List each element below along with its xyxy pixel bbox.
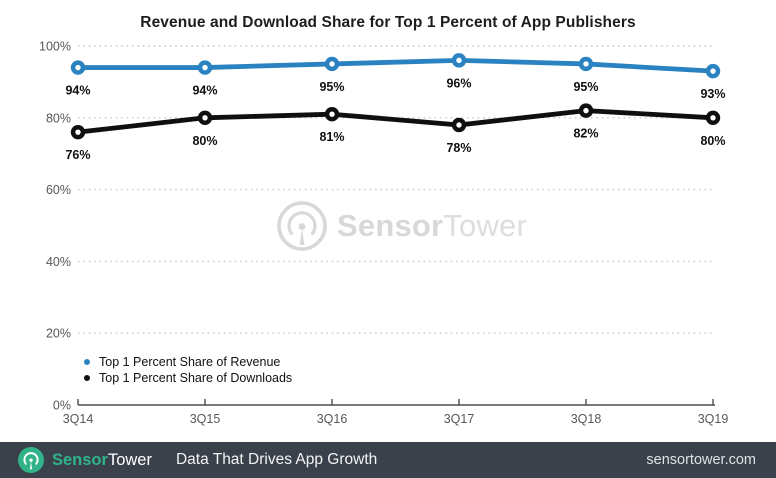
revenue-data-label-3Q14: 94%	[65, 84, 90, 98]
x-axis-label-3Q16: 3Q16	[317, 412, 348, 426]
line-chart: 0% 20% 40% 60% 80% 100% 3Q14 3Q15 3Q16 3Q17 3Q18 3Q…	[39, 40, 729, 427]
y-axis-label-40: 40%	[46, 255, 71, 269]
y-axis-label-100: 100%	[39, 40, 71, 54]
footer-website: sensortower.com	[646, 452, 756, 468]
downloads-point-hole-3Q15	[202, 115, 208, 121]
footer-brand-light: Tower	[107, 450, 152, 469]
downloads-data-label-3Q15: 80%	[192, 134, 217, 148]
legend-item-revenue: Top 1 Percent Share of Revenue	[84, 354, 292, 370]
downloads-point-hole-3Q16	[329, 111, 335, 117]
downloads-series-line	[75, 108, 716, 135]
revenue-point-hole-3Q15	[202, 64, 208, 71]
downloads-data-label-3Q19: 80%	[700, 134, 725, 148]
footer-brand-bold: Sensor	[52, 450, 108, 469]
revenue-point-hole-3Q16	[329, 61, 335, 67]
revenue-data-label-3Q16: 95%	[319, 80, 344, 94]
x-axis-label-3Q19: 3Q19	[698, 412, 729, 426]
revenue-data-label-3Q15: 94%	[192, 84, 217, 98]
revenue-point-hole-3Q19	[710, 68, 716, 74]
downloads-point-hole-3Q18	[583, 107, 589, 114]
x-axis-label-3Q18: 3Q18	[571, 412, 602, 426]
y-axis-label-60: 60%	[46, 183, 71, 197]
downloads-point-hole-3Q19	[710, 115, 716, 121]
downloads-point-hole-3Q14	[75, 129, 81, 135]
footer-tagline: Data That Drives App Growth	[175, 451, 378, 468]
y-axis-label-80: 80%	[46, 111, 71, 125]
downloads-data-label-3Q17: 78%	[446, 141, 471, 155]
footer-bar: SensorTower Data That Drives App Growth …	[0, 442, 776, 478]
sensortower-logo-icon	[18, 447, 44, 473]
y-axis-label-0: 0%	[53, 399, 71, 413]
revenue-point-hole-3Q17	[456, 57, 462, 64]
x-axis-label-3Q15: 3Q15	[190, 412, 221, 426]
footer-brand-group: SensorTower Data That Drives App Growth	[18, 447, 377, 473]
downloads-legend-marker-icon	[84, 375, 90, 381]
watermark-text-light: Tower	[443, 208, 527, 243]
downloads-data-label-3Q18: 82%	[573, 127, 598, 141]
revenue-series-line	[75, 57, 716, 74]
revenue-data-label-3Q18: 95%	[573, 80, 598, 94]
legend-label-downloads: Top 1 Percent Share of Downloads	[99, 371, 293, 385]
x-axis-label-3Q14: 3Q14	[63, 412, 94, 426]
chart-title: Revenue and Download Share for Top 1 Per…	[140, 14, 636, 31]
legend-label-revenue: Top 1 Percent Share of Revenue	[99, 355, 281, 369]
revenue-point-hole-3Q18	[583, 61, 589, 67]
legend: Top 1 Percent Share of Revenue Top 1 Per…	[84, 354, 292, 386]
legend-item-downloads: Top 1 Percent Share of Downloads	[84, 370, 292, 386]
revenue-data-label-3Q17: 96%	[446, 76, 471, 90]
downloads-data-label-3Q14: 76%	[65, 148, 90, 162]
revenue-legend-marker-icon	[84, 359, 90, 365]
watermark: SensorTower	[276, 200, 527, 252]
watermark-sensortower-logo-icon	[277, 201, 327, 251]
revenue-data-label-3Q19: 93%	[700, 87, 725, 101]
revenue-point-hole-3Q14	[75, 64, 81, 71]
footer-brand: SensorTower	[52, 451, 152, 470]
y-axis-label-20: 20%	[46, 327, 71, 341]
watermark-text-bold: Sensor	[337, 208, 444, 243]
watermark-text: SensorTower	[337, 208, 527, 244]
downloads-data-label-3Q16: 81%	[319, 130, 344, 144]
downloads-point-hole-3Q17	[456, 122, 462, 128]
x-axis-label-3Q17: 3Q17	[444, 412, 475, 426]
